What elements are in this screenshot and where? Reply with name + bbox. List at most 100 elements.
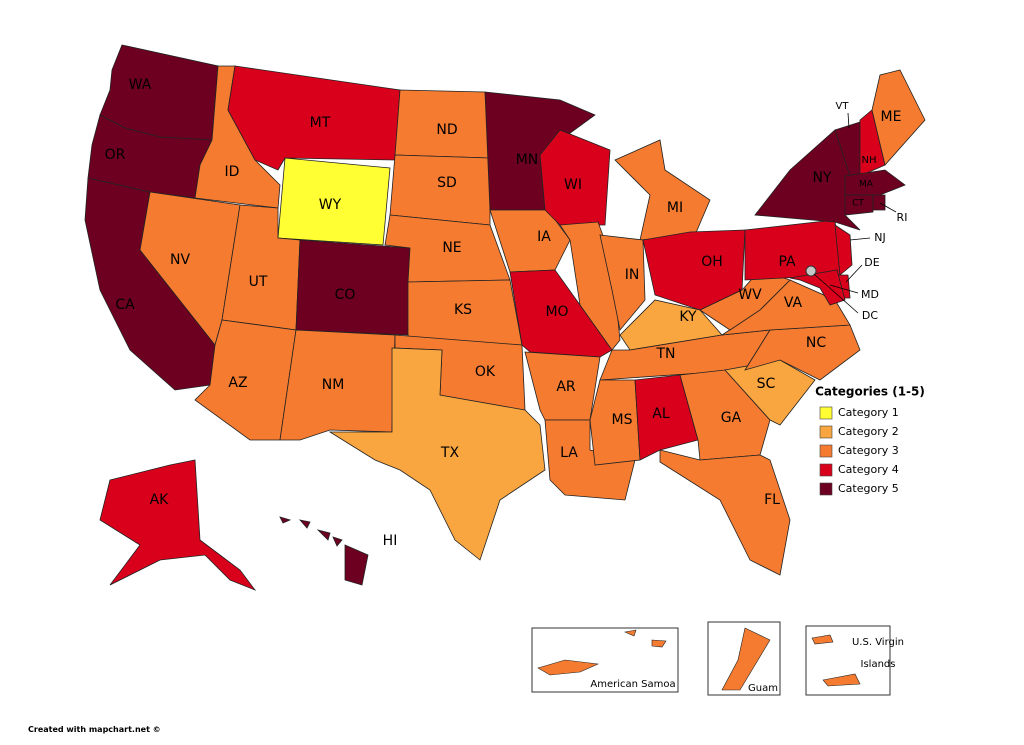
state-label: MN	[516, 152, 539, 168]
state-shape	[871, 69, 926, 166]
state-shape	[834, 224, 853, 276]
state-label: GA	[721, 410, 742, 426]
leader-line	[813, 273, 859, 314]
legend-label: Category 1	[838, 406, 899, 419]
legend-swatch	[819, 482, 833, 496]
state-shape	[634, 374, 699, 461]
state-label: DE	[864, 256, 879, 269]
state-shape	[844, 194, 874, 216]
state-shape	[744, 219, 841, 281]
state-label: LA	[560, 445, 578, 461]
state-label: NV	[170, 252, 190, 268]
state-label: KS	[454, 302, 472, 318]
state-shape	[805, 265, 817, 277]
state-shape	[844, 169, 906, 196]
state-label: DC	[862, 309, 878, 322]
state-label: SD	[437, 175, 457, 191]
state-shape	[872, 194, 886, 211]
state-label: IA	[537, 229, 551, 245]
state-label: NY	[812, 170, 831, 186]
state-label: MS	[612, 412, 633, 428]
state-label: MI	[667, 200, 683, 216]
state-label: TX	[440, 445, 460, 461]
legend-label: Category 4	[838, 463, 899, 476]
leader-line	[847, 112, 850, 129]
state-shape	[544, 419, 636, 501]
state-shape	[789, 269, 846, 306]
state-shape	[589, 379, 641, 466]
state-label: CT	[852, 199, 864, 209]
state-shape	[599, 234, 646, 331]
territory-box	[531, 627, 679, 693]
state-shape	[509, 269, 613, 358]
territory-label: American Samoa	[590, 679, 675, 690]
state-shape	[332, 536, 343, 547]
territory-label: U.S. Virgin Islands	[851, 637, 904, 670]
state-label: CA	[115, 297, 135, 313]
state-label: MA	[859, 180, 874, 190]
state-label: AK	[150, 492, 170, 508]
state-label: TN	[655, 346, 675, 362]
state-label: MD	[861, 288, 879, 301]
state-label: WY	[319, 197, 342, 213]
state-shape	[344, 544, 369, 586]
state-shape	[99, 459, 257, 591]
territory-shape	[623, 629, 637, 637]
state-label: HI	[383, 533, 398, 549]
state-label: ND	[436, 122, 457, 138]
state-label: NC	[806, 335, 826, 351]
state-label: IN	[625, 267, 640, 283]
leader-line	[845, 264, 863, 283]
legend-swatch	[819, 425, 833, 439]
state-label: ID	[225, 164, 240, 180]
territory-shape	[537, 659, 600, 676]
legend-label: Category 2	[838, 425, 899, 438]
state-shape	[298, 519, 311, 529]
state-label: SC	[757, 376, 776, 392]
state-label: NM	[322, 377, 345, 393]
state-shape	[659, 449, 791, 576]
territory-shape	[721, 627, 771, 691]
legend-title: Categories (1-5)	[815, 385, 925, 399]
state-label: VT	[836, 101, 850, 112]
state-label: UT	[249, 274, 268, 290]
state-shape	[489, 209, 571, 273]
state-label: WA	[129, 77, 152, 93]
legend-swatch	[819, 444, 833, 458]
state-label: AZ	[228, 375, 247, 391]
leader-line	[849, 237, 871, 241]
state-label: VA	[784, 295, 803, 311]
state-label: NE	[442, 240, 461, 256]
state-label: OH	[701, 254, 723, 270]
territory-label: Guam	[748, 683, 778, 694]
state-shape	[277, 157, 391, 246]
leader-line	[879, 202, 897, 213]
territory-shape	[822, 673, 861, 687]
state-label: AL	[652, 406, 670, 422]
state-shape	[328, 347, 546, 561]
state-shape	[539, 129, 611, 226]
state-label: WI	[564, 177, 582, 193]
footer: Created with mapchart.net ©	[28, 725, 161, 734]
state-label: AR	[556, 379, 576, 395]
state-shape	[619, 299, 723, 351]
state-label: OR	[105, 147, 126, 163]
state-label: CO	[335, 287, 356, 303]
territory-shape	[651, 639, 667, 648]
state-shape	[614, 139, 711, 241]
state-label: NJ	[874, 231, 885, 244]
legend-label: Category 3	[838, 444, 899, 457]
state-label: KY	[679, 309, 697, 325]
state-label: PA	[778, 254, 796, 270]
state-label: FL	[764, 492, 780, 508]
state-shape	[279, 516, 292, 524]
state-label: ME	[881, 109, 902, 125]
state-shape	[316, 529, 331, 541]
state-label: RI	[897, 211, 908, 224]
legend-swatch	[819, 406, 833, 420]
state-label: WV	[738, 287, 762, 303]
state-shape	[699, 269, 791, 331]
state-label: MO	[545, 304, 568, 320]
